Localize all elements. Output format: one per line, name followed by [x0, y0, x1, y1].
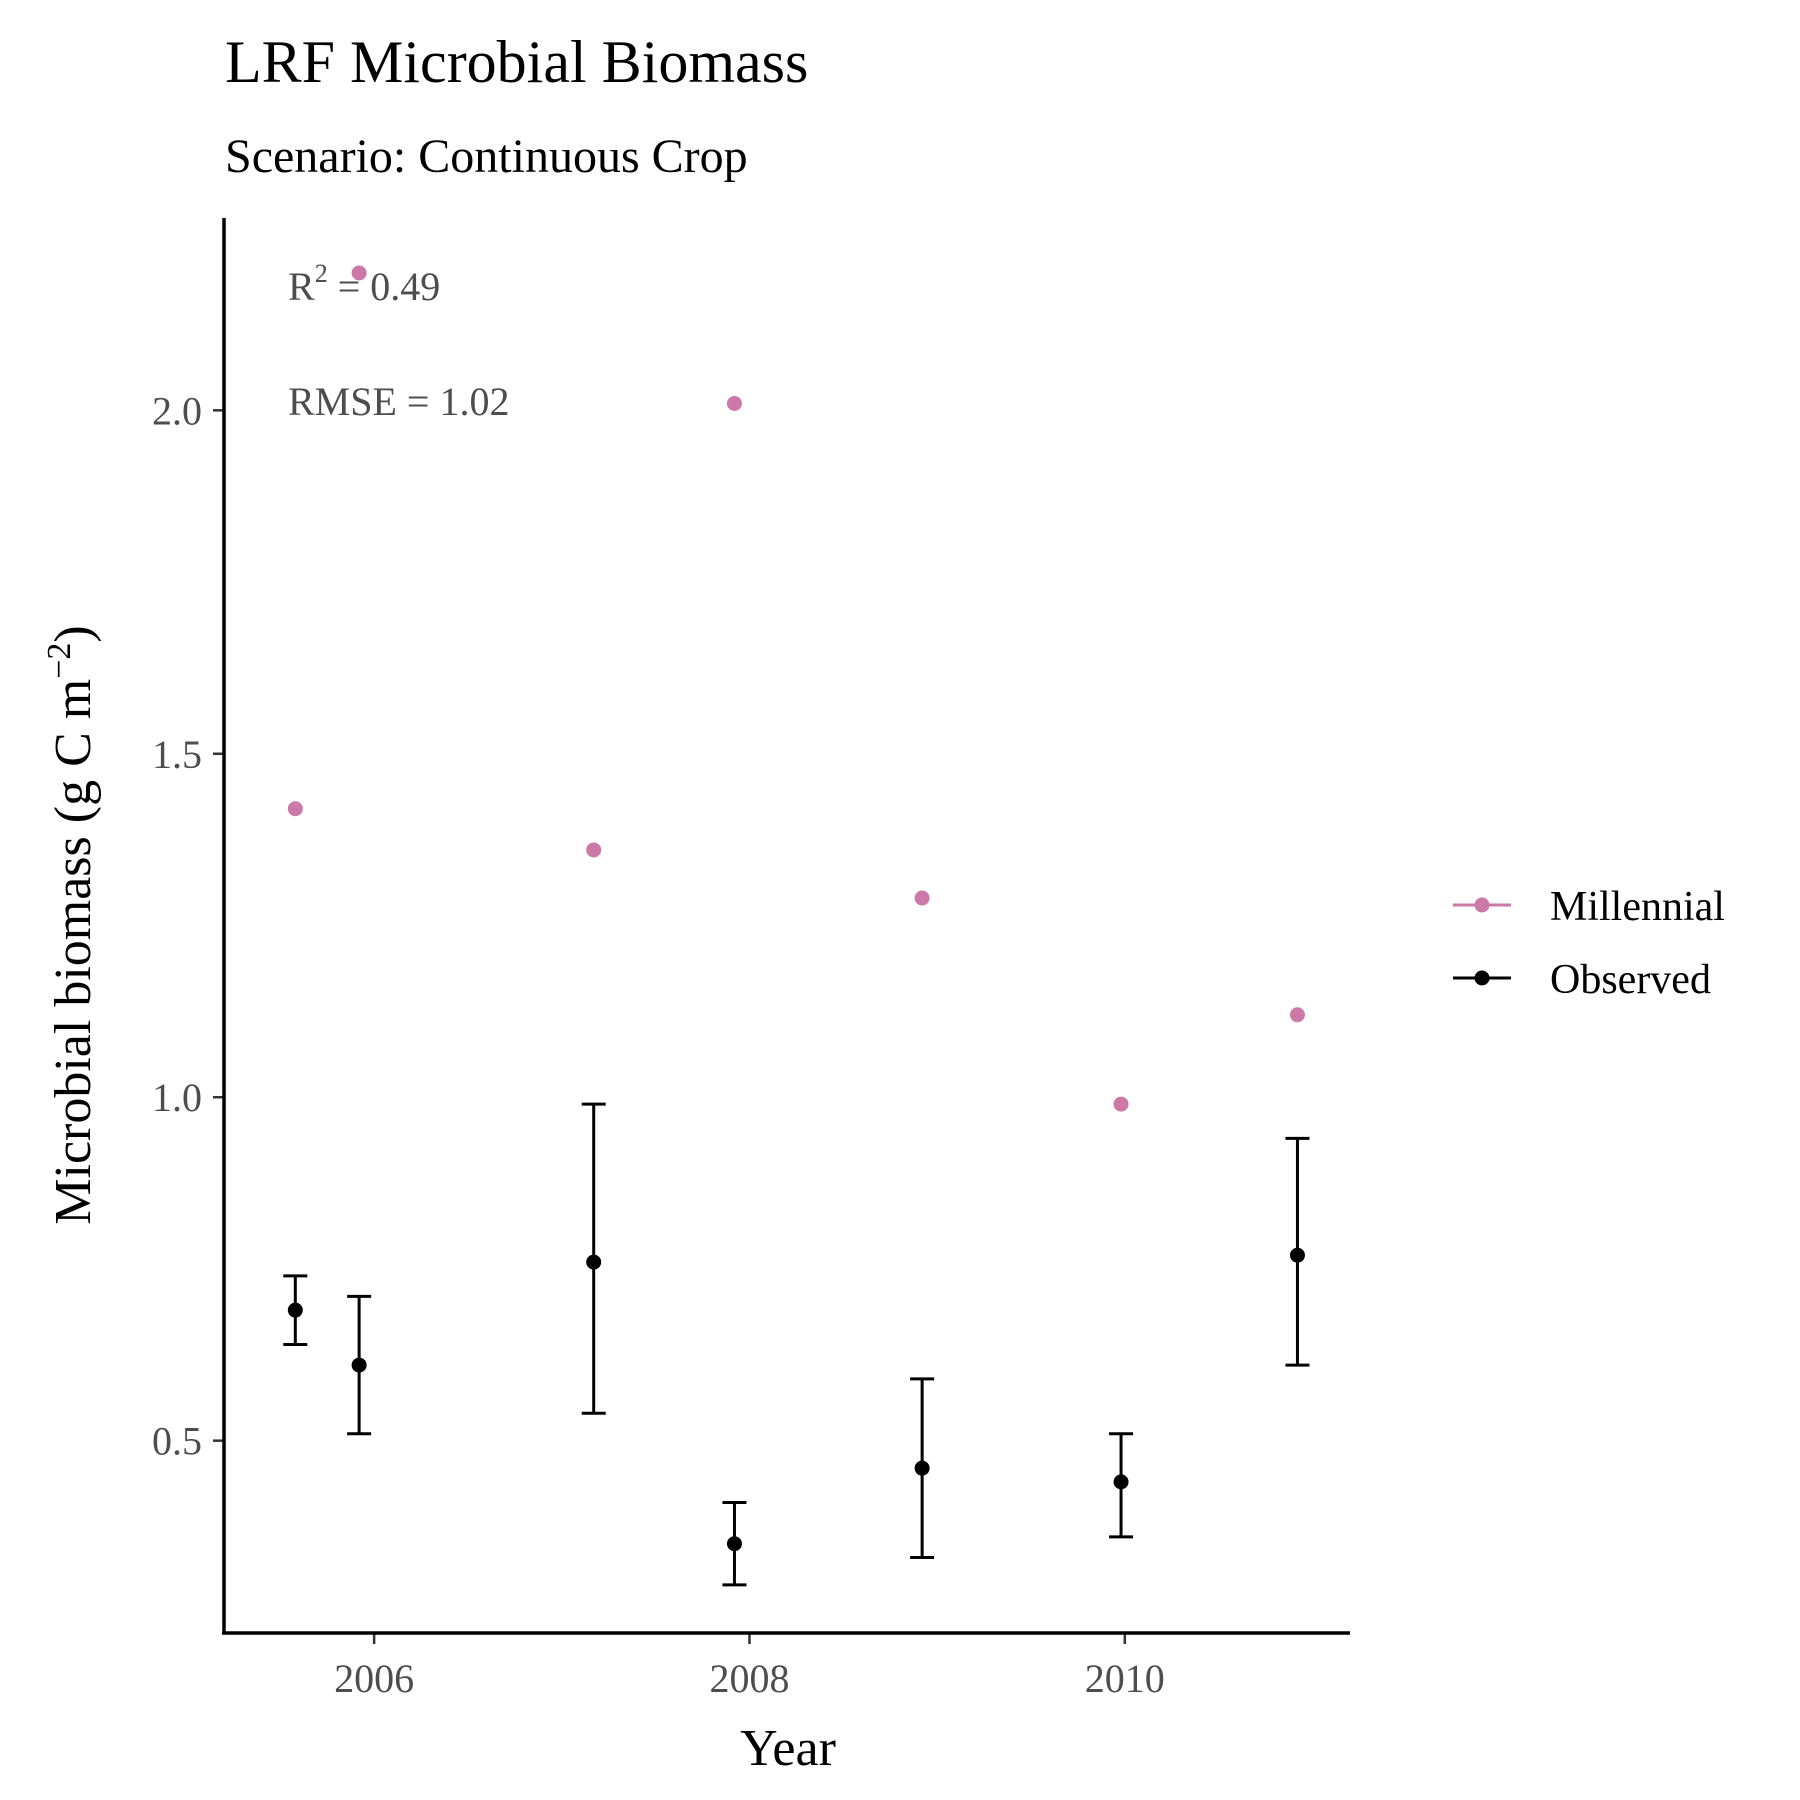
- millennial-point: [726, 395, 742, 411]
- legend-label-millennial: Millennial: [1550, 884, 1725, 930]
- millennial-point: [287, 801, 303, 817]
- millennial-point: [1289, 1007, 1305, 1023]
- plot-area: 0.5 1.0 1.5 2.0 2006 2008 2010: [152, 218, 1350, 1701]
- y-axis-title-main: Microbial biomass (g C m: [45, 679, 102, 1225]
- observed-point: [351, 1357, 367, 1373]
- observed-point: [1113, 1474, 1129, 1490]
- y-axis-title: Microbial biomass (g C m−2): [41, 625, 102, 1224]
- r2-value: = 0.49: [328, 264, 441, 309]
- series-layer: [283, 265, 1310, 1587]
- y-axis-title-superscript: −2: [41, 643, 78, 679]
- legend: Millennial Observed: [1453, 884, 1725, 1003]
- chart-subtitle: Scenario: Continuous Crop: [225, 130, 748, 183]
- legend-key-observed-point: [1474, 970, 1490, 986]
- millennial-point: [351, 265, 367, 281]
- y-tick-label: 1.5: [152, 732, 202, 777]
- observed-point: [1289, 1247, 1305, 1263]
- y-axis-title-close: ): [45, 625, 102, 642]
- r2-label: R: [288, 264, 315, 309]
- millennial-point: [586, 842, 602, 858]
- x-tick-label: 2006: [334, 1656, 414, 1701]
- observed-point: [726, 1536, 742, 1552]
- legend-item-millennial: Millennial: [1453, 884, 1725, 930]
- r2-superscript: 2: [315, 259, 328, 288]
- observed-point: [287, 1302, 303, 1318]
- millennial-point: [914, 890, 930, 906]
- x-axis-title: Year: [740, 1720, 836, 1777]
- legend-key-millennial-point: [1474, 897, 1490, 913]
- legend-item-observed: Observed: [1453, 957, 1711, 1003]
- x-tick-label: 2010: [1085, 1656, 1165, 1701]
- y-tick-label: 2.0: [152, 388, 202, 433]
- y-axis-ticks: 0.5 1.0 1.5 2.0: [152, 388, 224, 1464]
- chart-title: LRF Microbial Biomass: [225, 29, 808, 95]
- rmse-annotation: RMSE = 1.02: [288, 379, 509, 424]
- observed-point: [586, 1254, 602, 1270]
- x-axis-ticks: 2006 2008 2010: [334, 1633, 1165, 1701]
- series-millennial: [287, 265, 1305, 1112]
- millennial-point: [1113, 1096, 1129, 1112]
- series-observed: [283, 1102, 1310, 1587]
- x-tick-label: 2008: [709, 1656, 789, 1701]
- y-tick-label: 1.0: [152, 1075, 202, 1120]
- r2-annotation: R2 = 0.49: [288, 259, 440, 309]
- observed-point: [914, 1460, 930, 1476]
- legend-label-observed: Observed: [1550, 957, 1711, 1003]
- y-tick-label: 0.5: [152, 1419, 202, 1464]
